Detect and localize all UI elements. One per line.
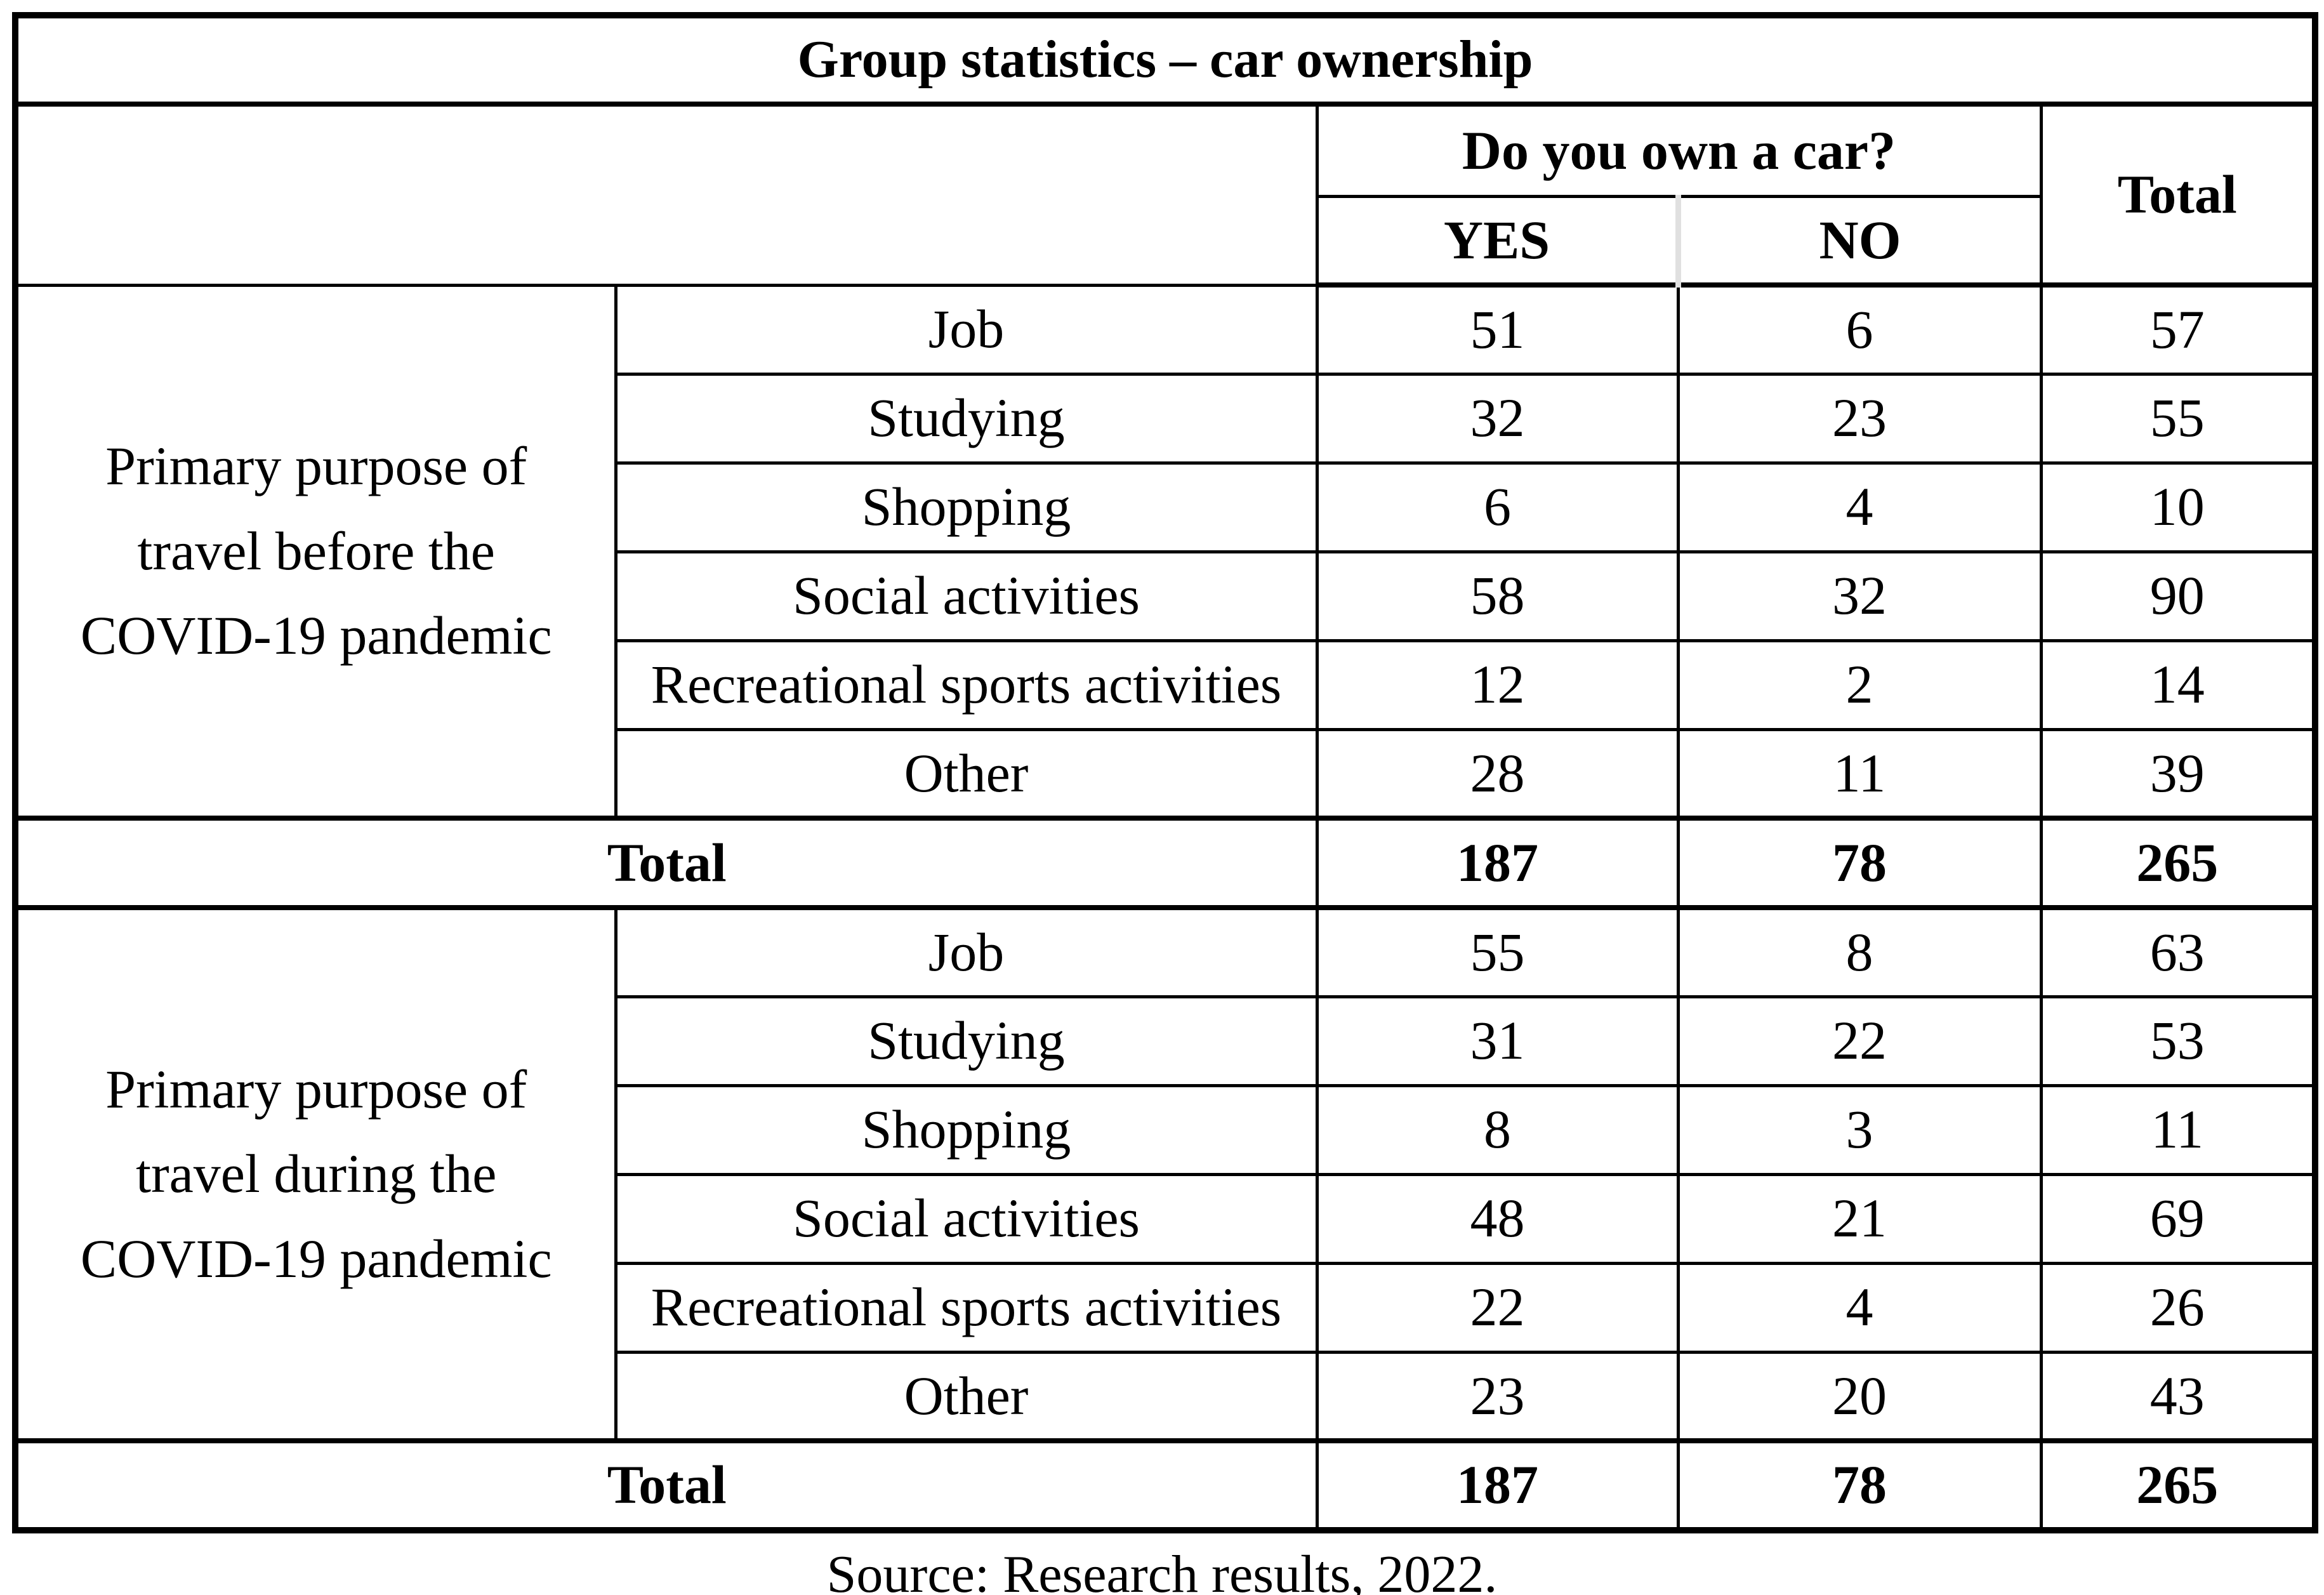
value-cell-yes: 6 (1315, 461, 1680, 553)
value-cell-total: 14 (2039, 639, 2317, 731)
value-cell-yes: 23 (1315, 1350, 1680, 1443)
value-cell-no: 20 (1676, 1350, 2043, 1443)
table-row: Primary purpose of travel before the COV… (13, 283, 2317, 820)
category-cell: Job (614, 906, 1319, 998)
category-cell: Shopping (614, 461, 1319, 553)
table-row: Shopping 6 4 10 (15, 461, 2317, 553)
table-row: Other 23 20 43 (15, 1350, 2317, 1443)
value-cell-no: 21 (1676, 1172, 2043, 1265)
value-cell-yes: 28 (1315, 727, 1680, 820)
total-row: Total 187 78 265 (13, 1438, 2317, 1533)
value-cell-total: 55 (2039, 372, 2317, 465)
value-cell-yes: 48 (1315, 1172, 1680, 1265)
value-cell-total: 43 (2039, 1350, 2317, 1443)
table-row: Social activities 58 32 90 (15, 550, 2317, 642)
group-statistics-table: Group statistics – car ownership Do you … (12, 12, 2319, 1533)
value-cell-yes: 8 (1315, 1083, 1680, 1176)
category-cell: Studying (614, 995, 1319, 1087)
group-label-line: travel during the (136, 1143, 497, 1205)
value-cell-total: 69 (2039, 1172, 2317, 1265)
category-cell: Shopping (614, 1083, 1319, 1176)
value-cell-yes: 12 (1315, 639, 1680, 731)
category-cell: Social activities (614, 1172, 1319, 1265)
value-cell-no: 22 (1676, 995, 2043, 1087)
group-label-before: Primary purpose of travel before the COV… (13, 283, 617, 820)
value-cell-total: 57 (2039, 283, 2317, 376)
value-cell-total: 63 (2039, 906, 2317, 998)
category-cell: Recreational sports activities (614, 639, 1319, 731)
table-row: Studying 31 22 53 (15, 995, 2317, 1087)
total-label-cell: Total (13, 816, 1319, 910)
group-label-line: Primary purpose of (105, 435, 527, 497)
value-cell-yes: 51 (1315, 283, 1680, 376)
category-cell: Social activities (614, 550, 1319, 642)
value-cell-no: 3 (1676, 1083, 2043, 1176)
table-row: Primary purpose of travel during the COV… (13, 906, 2317, 1443)
table-row: Studying 32 23 55 (15, 372, 2317, 465)
value-cell-yes: 22 (1315, 1261, 1680, 1354)
table-row: Do you own a car? Total (13, 102, 2317, 288)
group-label-line: travel before the (137, 520, 495, 581)
value-cell-total: 11 (2039, 1083, 2317, 1176)
value-cell-no: 4 (1676, 461, 2043, 553)
value-cell-total: 39 (2039, 727, 2317, 820)
total-column-header: Total (2039, 102, 2317, 288)
total-value-total: 265 (2039, 1438, 2317, 1533)
value-cell-no: 8 (1676, 906, 2043, 998)
group-label-during: Primary purpose of travel during the COV… (13, 906, 617, 1443)
value-cell-no: 32 (1676, 550, 2043, 642)
group-label-line: COVID-19 pandemic (80, 1228, 552, 1289)
table-row: Recreational sports activities 12 2 14 (15, 639, 2317, 731)
value-cell-total: 53 (2039, 995, 2317, 1087)
value-cell-yes: 31 (1315, 995, 1680, 1087)
category-cell: Job (614, 283, 1319, 376)
value-cell-no: 2 (1676, 639, 2043, 731)
source-note: Source: Research results, 2022. (826, 1545, 1498, 1595)
table-title: Group statistics – car ownership (13, 13, 2317, 107)
question-header-cell: Do you own a car? (1315, 102, 2043, 198)
table-row: Shopping 8 3 11 (15, 1083, 2317, 1176)
table-row: YES NO (15, 194, 2315, 288)
value-cell-total: 26 (2039, 1261, 2317, 1354)
table-row: Group statistics – car ownership (13, 13, 2317, 107)
total-row: Total 187 78 265 (13, 816, 2317, 910)
total-value-no: 78 (1676, 1438, 2043, 1533)
table-row: Social activities 48 21 69 (15, 1172, 2317, 1265)
group-label-line: COVID-19 pandemic (80, 604, 552, 666)
total-value-yes: 187 (1315, 816, 1680, 910)
value-cell-yes: 32 (1315, 372, 1680, 465)
category-cell: Recreational sports activities (614, 1261, 1319, 1354)
yes-column-header: YES (1315, 194, 1680, 288)
category-cell: Studying (614, 372, 1319, 465)
value-cell-yes: 55 (1315, 906, 1680, 998)
table-row: Other 28 11 39 (15, 727, 2317, 820)
no-column-header: NO (1675, 194, 2043, 288)
total-value-no: 78 (1676, 816, 2043, 910)
total-label-cell: Total (13, 1438, 1319, 1533)
value-cell-no: 11 (1676, 727, 2043, 820)
value-cell-total: 90 (2039, 550, 2317, 642)
total-value-yes: 187 (1315, 1438, 1680, 1533)
value-cell-total: 10 (2039, 461, 2317, 553)
category-cell: Other (614, 727, 1319, 820)
total-value-total: 265 (2039, 816, 2317, 910)
value-cell-no: 23 (1676, 372, 2043, 465)
blank-corner-cell (13, 102, 1319, 287)
group-label-line: Primary purpose of (105, 1059, 527, 1120)
value-cell-yes: 58 (1315, 550, 1680, 642)
value-cell-no: 4 (1676, 1261, 2043, 1354)
value-cell-no: 6 (1676, 283, 2043, 376)
category-cell: Other (614, 1350, 1319, 1443)
table-row: Recreational sports activities 22 4 26 (15, 1261, 2317, 1354)
